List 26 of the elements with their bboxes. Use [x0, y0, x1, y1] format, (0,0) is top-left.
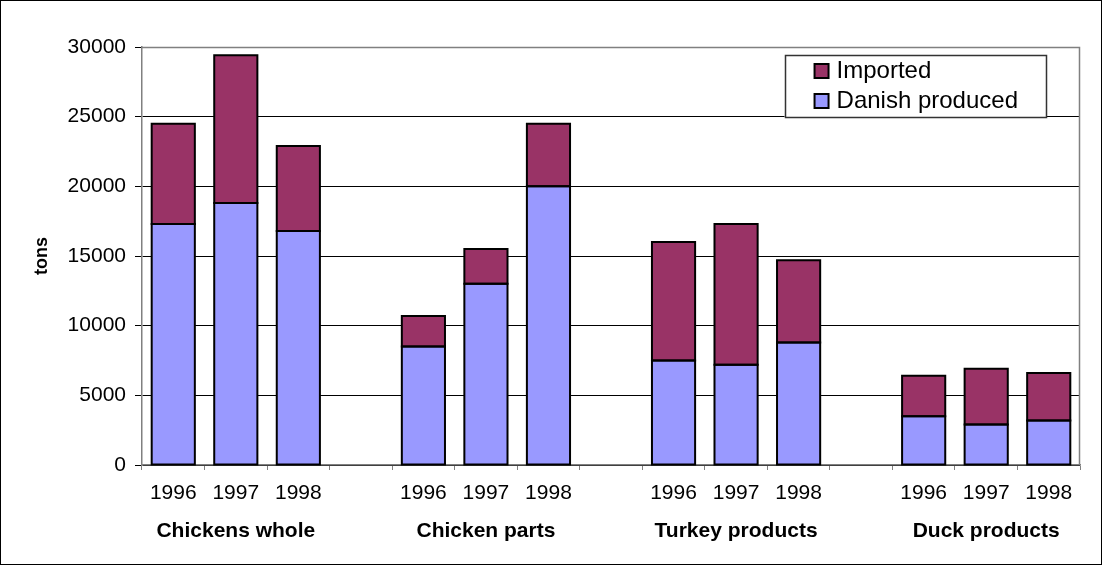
legend-label: Danish produced: [836, 85, 1018, 113]
x-tick-label: 1997: [712, 480, 760, 504]
x-tick-label: 1998: [1025, 480, 1073, 504]
legend-label: Imported: [836, 55, 932, 83]
y-tick-label: 20000: [67, 173, 126, 197]
x-tick-label: 1998: [775, 480, 822, 504]
y-tick-label: 30000: [67, 33, 126, 57]
x-tick-label: 1998: [274, 480, 322, 504]
x-tick-label: 1996: [650, 480, 697, 504]
y-axis-title: tons: [30, 237, 51, 275]
x-tick-label: 1998: [525, 480, 572, 504]
text: Duck products: [912, 517, 1060, 541]
x-tick-label: 1997: [962, 480, 1010, 504]
x-tick-label: 1997: [462, 480, 510, 504]
y-tick-label: 5000: [79, 382, 126, 406]
text: Turkey products: [654, 517, 818, 541]
x-tick-label: 1997: [212, 480, 260, 504]
x-tick-label: 1996: [149, 480, 197, 504]
y-tick-label: 25000: [67, 103, 126, 127]
text: Chickens whole: [156, 517, 316, 541]
y-tick-label: 10000: [67, 312, 126, 336]
x-tick-label: 1996: [900, 480, 948, 504]
x-tick-label: 1996: [400, 480, 447, 504]
y-tick-label: 0: [114, 451, 126, 475]
y-tick-label: 15000: [67, 242, 126, 266]
text: Chicken parts: [416, 517, 556, 541]
